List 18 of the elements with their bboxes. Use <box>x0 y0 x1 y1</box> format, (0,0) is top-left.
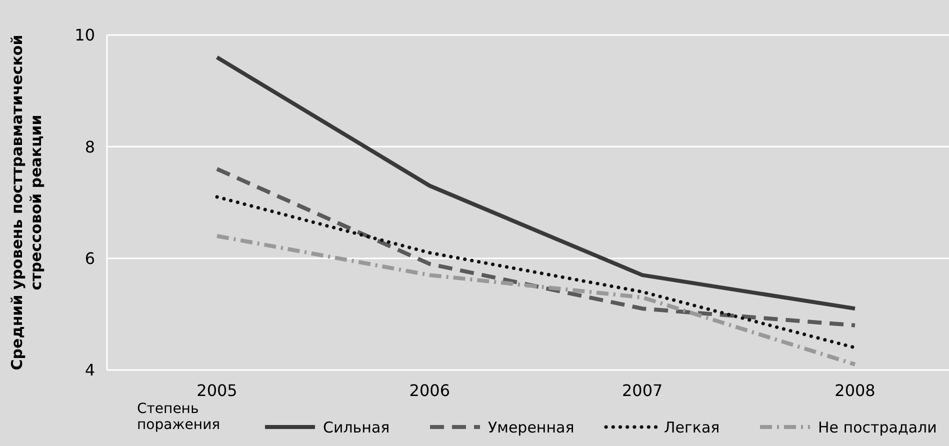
legend-label: Умеренная <box>488 418 574 436</box>
y-axis-title: Средний уровень посттравматической стрессовой реакции <box>8 34 45 370</box>
y-tick-label: 10 <box>74 26 95 45</box>
line-series <box>215 55 857 311</box>
line-series <box>215 234 857 366</box>
y-tick-label: 8 <box>84 137 95 156</box>
legend-label: Сильная <box>323 418 390 436</box>
line-series <box>215 167 857 328</box>
x-tick-label: 2007 <box>622 381 663 400</box>
y-tick-label: 6 <box>84 248 95 268</box>
line-series <box>215 195 857 350</box>
x-tick-label: 2005 <box>196 381 238 400</box>
x-tick-label: 2008 <box>834 381 876 400</box>
y-tick-label: 4 <box>84 360 95 380</box>
legend-title: Степень поражения <box>137 401 220 433</box>
legend-label: Не пострадали <box>818 418 937 436</box>
x-tick-label: 2006 <box>409 381 450 400</box>
legend-label: Легкая <box>664 418 720 436</box>
